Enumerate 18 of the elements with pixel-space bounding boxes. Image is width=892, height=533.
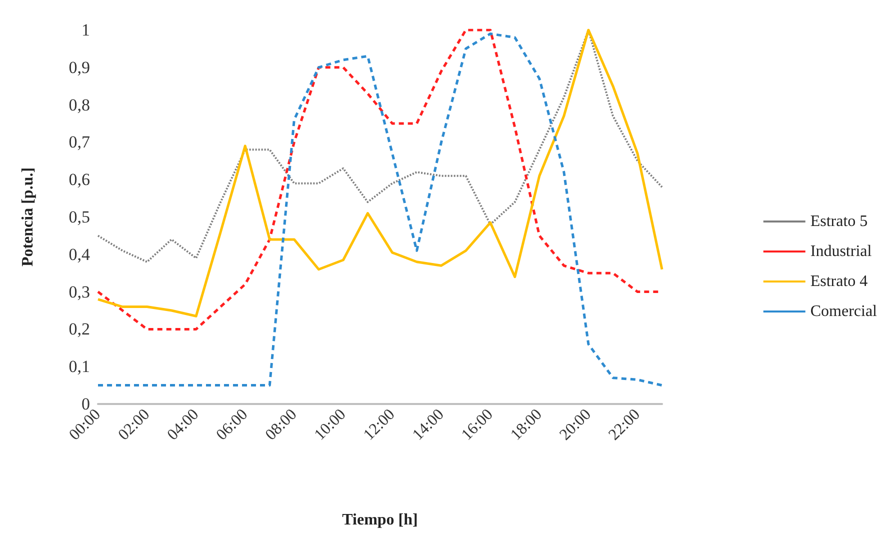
y-tick-label: 0,2: [68, 320, 90, 339]
x-axis-title: Tiempo [h]: [342, 512, 418, 528]
y-tick-label: 0,8: [68, 95, 90, 114]
legend-label: Industrial: [810, 243, 872, 260]
legend-label: Comercial: [810, 303, 878, 320]
legend-label: Estrato 4: [810, 273, 868, 290]
legend-label: Estrato 5: [810, 213, 868, 230]
y-tick-label: 0: [82, 394, 90, 414]
y-tick-label: 0,1: [68, 357, 90, 376]
y-tick-label: 0,3: [68, 282, 90, 302]
y-tick-label: 0,4: [68, 244, 90, 264]
y-tick-label: 0,6: [68, 170, 90, 190]
y-tick-label: 1: [82, 20, 90, 40]
y-tick-label: 0,9: [68, 58, 90, 77]
line-series: [96, 32, 664, 387]
y-tick-label: 0,5: [68, 208, 90, 226]
y-tick-label: 0,7: [68, 132, 90, 152]
y-axis-title: Potencia [p.u.]: [20, 167, 36, 267]
